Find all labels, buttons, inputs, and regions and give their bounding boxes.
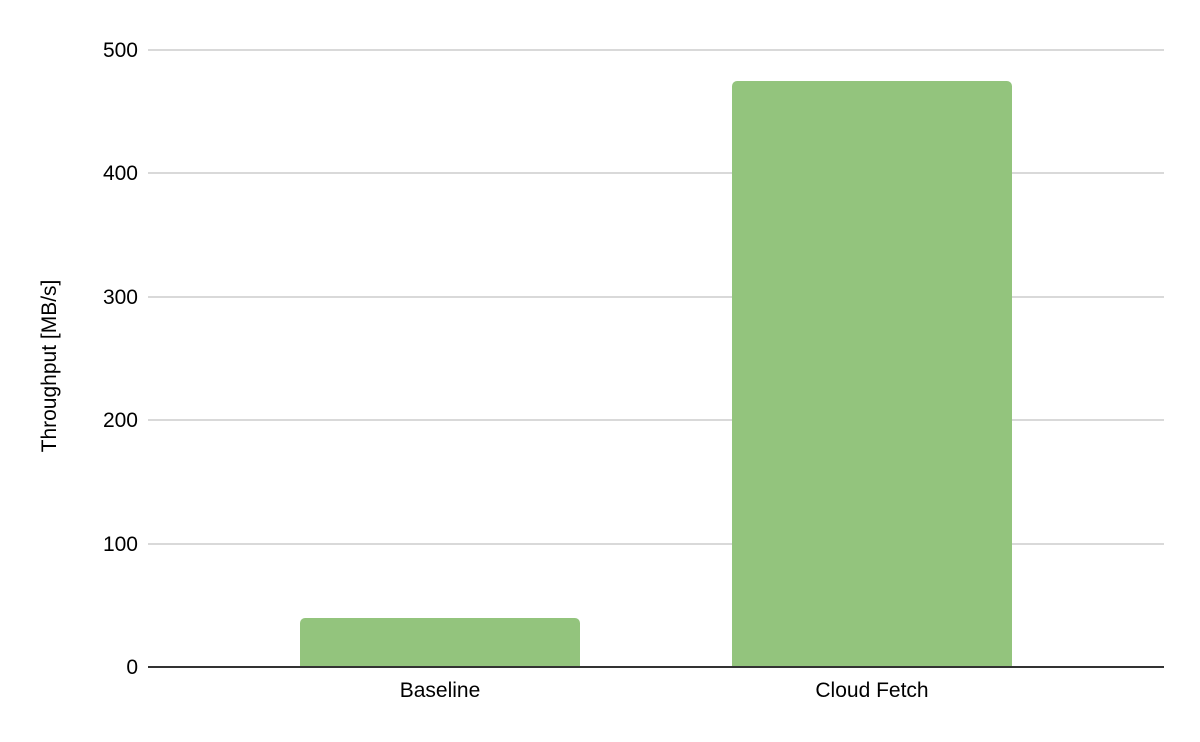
y-tick-label-200: 200 — [102, 409, 138, 433]
x-category-label-cloud-fetch: Cloud Fetch — [815, 679, 929, 702]
y-tick-label-500: 500 — [102, 39, 138, 62]
gridline-300 — [148, 295, 1164, 298]
gridline-100 — [148, 542, 1164, 545]
gridline-200 — [148, 419, 1164, 422]
x-category-label-baseline: Baseline — [399, 679, 481, 702]
y-tick-label-100: 100 — [102, 532, 138, 556]
y-tick-label-300: 300 — [102, 285, 138, 309]
bar-baseline — [299, 617, 580, 666]
y-tick-label-0: 0 — [126, 656, 138, 679]
bar-cloud-fetch — [732, 81, 1012, 666]
plot-area — [148, 49, 1164, 668]
gridline-500 — [148, 49, 1164, 51]
gridline-400 — [148, 172, 1164, 175]
y-tick-label-400: 400 — [102, 162, 138, 186]
